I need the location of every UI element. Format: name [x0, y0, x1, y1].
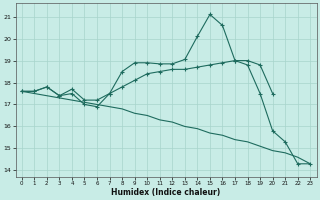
X-axis label: Humidex (Indice chaleur): Humidex (Indice chaleur)	[111, 188, 221, 197]
